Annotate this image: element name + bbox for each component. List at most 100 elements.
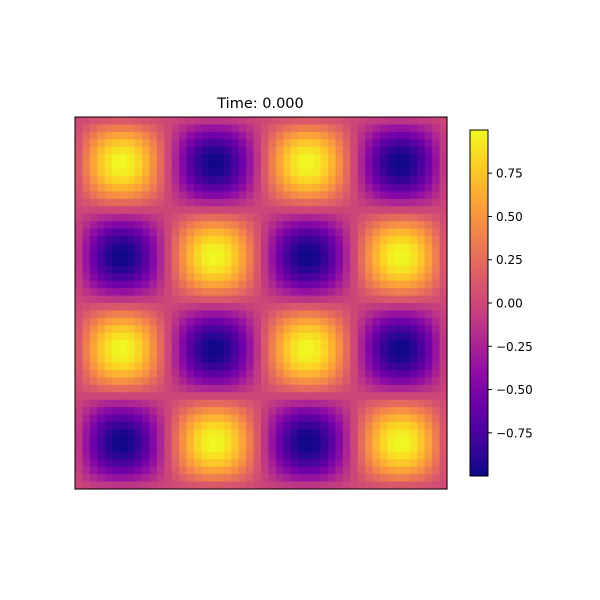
heatmap-cell — [268, 131, 277, 140]
heatmap-cell — [141, 414, 150, 423]
heatmap-cell — [171, 303, 180, 312]
heatmap-cell — [75, 228, 84, 237]
heatmap-cell — [275, 481, 284, 490]
heatmap-cell — [75, 310, 84, 319]
heatmap-cell — [104, 303, 113, 312]
heatmap-cell — [104, 124, 113, 133]
heatmap-cell — [402, 451, 411, 460]
heatmap-cell — [208, 466, 217, 475]
heatmap-cell — [268, 399, 277, 408]
heatmap-cell — [409, 198, 418, 207]
heatmap-cell — [89, 139, 98, 148]
heatmap-cell — [253, 265, 262, 274]
heatmap-cell — [75, 466, 84, 475]
heatmap-cell — [149, 399, 158, 408]
heatmap-cell — [387, 250, 396, 259]
heatmap-cell — [75, 340, 84, 349]
heatmap-cell — [82, 355, 91, 364]
heatmap-cell — [89, 474, 98, 483]
heatmap-cell — [439, 139, 448, 148]
heatmap-cell — [89, 377, 98, 386]
heatmap-cell — [439, 303, 448, 312]
heatmap-cell — [156, 325, 165, 334]
heatmap-cell — [186, 340, 195, 349]
heatmap-cell — [424, 250, 433, 259]
heatmap-cell — [179, 303, 188, 312]
heatmap-cell — [171, 221, 180, 230]
heatmap-cell — [134, 429, 143, 438]
heatmap-cell — [149, 392, 158, 401]
heatmap-cell — [231, 273, 240, 282]
heatmap-cell — [223, 154, 232, 163]
heatmap-cell — [223, 310, 232, 319]
heatmap-cell — [164, 131, 173, 140]
heatmap-cell — [253, 146, 262, 155]
heatmap-cell — [75, 384, 84, 393]
heatmap-cell — [424, 161, 433, 170]
heatmap-cell — [201, 347, 210, 356]
heatmap-cell — [104, 250, 113, 259]
heatmap-cell — [387, 466, 396, 475]
heatmap-cell — [320, 198, 329, 207]
heatmap-cell — [365, 154, 374, 163]
heatmap-cell — [320, 288, 329, 297]
heatmap-cell — [201, 399, 210, 408]
heatmap-cell — [141, 273, 150, 282]
heatmap-cell — [208, 139, 217, 148]
heatmap-cell — [164, 392, 173, 401]
heatmap-cell — [424, 474, 433, 483]
heatmap-cell — [342, 213, 351, 222]
heatmap-cell — [82, 117, 91, 126]
heatmap-cell — [298, 154, 307, 163]
heatmap-cell — [409, 317, 418, 326]
heatmap-cell — [89, 399, 98, 408]
heatmap-cell — [320, 206, 329, 215]
heatmap-cell — [223, 191, 232, 200]
heatmap-cell — [439, 236, 448, 245]
heatmap-cell — [127, 295, 136, 304]
heatmap-cell — [141, 213, 150, 222]
heatmap-cell — [223, 317, 232, 326]
heatmap-cell — [439, 154, 448, 163]
heatmap-cell — [246, 332, 255, 341]
heatmap-cell — [89, 228, 98, 237]
heatmap-cell — [439, 191, 448, 200]
heatmap-cell — [201, 459, 210, 468]
heatmap-cell — [342, 139, 351, 148]
heatmap-cell — [372, 213, 381, 222]
heatmap-cell — [268, 191, 277, 200]
heatmap-cell — [424, 236, 433, 245]
heatmap-cell — [89, 362, 98, 371]
heatmap-cell — [216, 451, 225, 460]
heatmap-cell — [268, 474, 277, 483]
heatmap-cell — [194, 474, 203, 483]
heatmap-cell — [186, 265, 195, 274]
heatmap-cell — [179, 206, 188, 215]
heatmap-cell — [75, 243, 84, 252]
heatmap-cell — [305, 444, 314, 453]
heatmap-cell — [246, 407, 255, 416]
heatmap-cell — [439, 250, 448, 259]
heatmap-cell — [216, 481, 225, 490]
heatmap-cell — [149, 236, 158, 245]
heatmap-cell — [335, 422, 344, 431]
heatmap-cell — [268, 288, 277, 297]
heatmap-cell — [342, 377, 351, 386]
heatmap-cell — [365, 221, 374, 230]
heatmap-cell — [439, 310, 448, 319]
heatmap-cell — [89, 414, 98, 423]
heatmap-cell — [253, 481, 262, 490]
heatmap-cell — [216, 436, 225, 445]
heatmap-cell — [417, 407, 426, 416]
heatmap-cell — [156, 250, 165, 259]
heatmap-cell — [89, 273, 98, 282]
heatmap-cell — [149, 139, 158, 148]
heatmap-cell — [380, 288, 389, 297]
heatmap-cell — [156, 198, 165, 207]
heatmap-cell — [350, 474, 359, 483]
heatmap-cell — [320, 325, 329, 334]
heatmap-cell — [231, 332, 240, 341]
heatmap-cell — [327, 392, 336, 401]
heatmap-cell — [149, 280, 158, 289]
heatmap-cell — [290, 198, 299, 207]
